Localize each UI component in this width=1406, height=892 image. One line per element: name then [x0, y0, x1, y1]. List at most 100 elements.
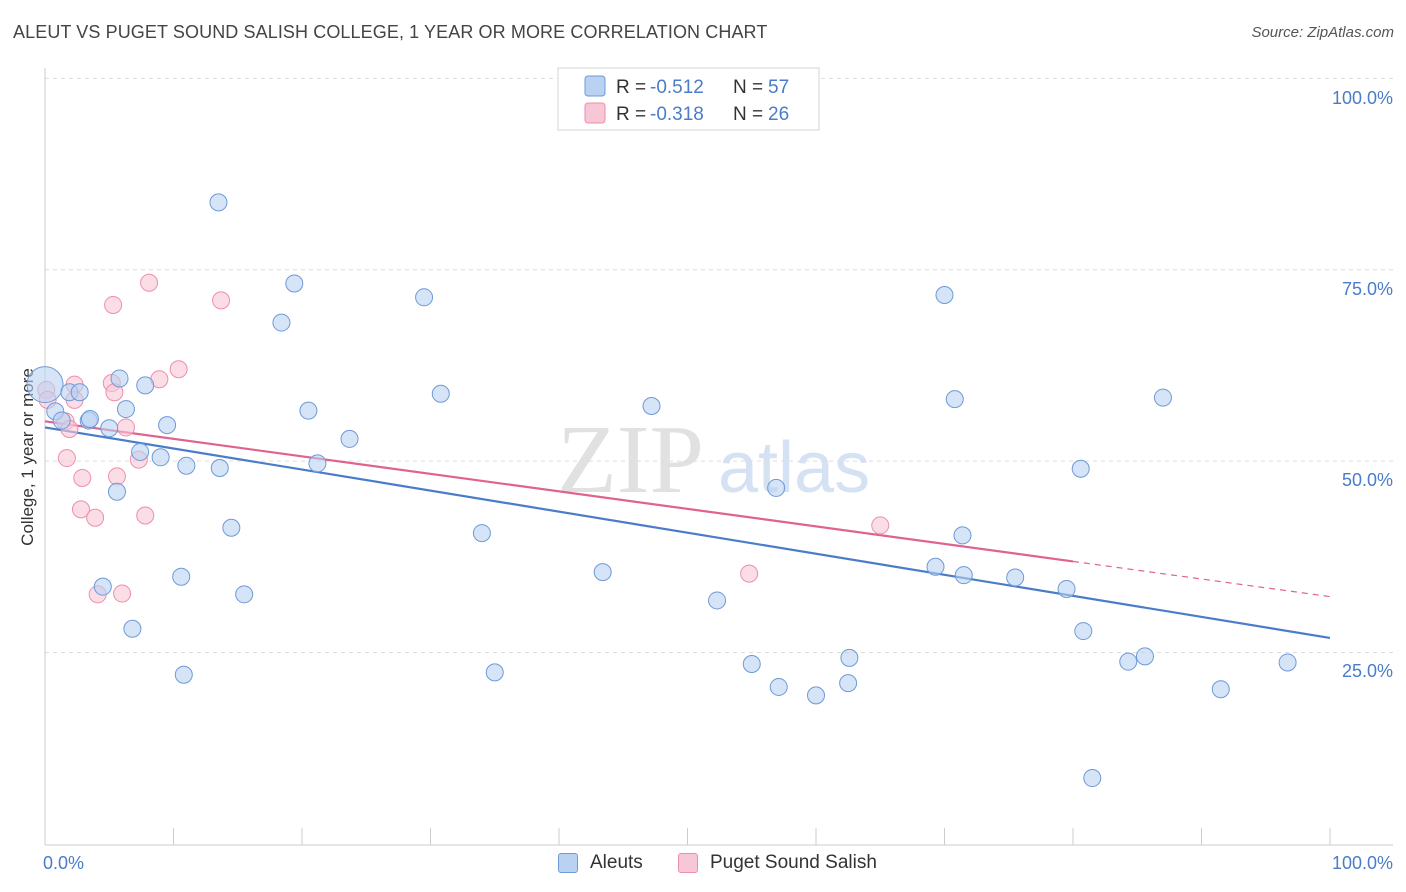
aleut-point-26 — [299, 401, 318, 420]
aleut-point-40 — [839, 674, 858, 693]
legend-r-label-puget: R = — [616, 104, 646, 125]
aleut-point-2 — [52, 411, 71, 430]
series-swatch-puget — [678, 853, 698, 873]
y-tick-label-100: 100.0% — [1332, 88, 1393, 108]
puget-trend-line — [44, 420, 1074, 563]
puget-trend-extension — [1072, 560, 1331, 598]
aleut-point-54 — [1153, 388, 1172, 407]
aleut-point-8 — [100, 419, 119, 438]
puget-point-8 — [71, 500, 90, 519]
series-swatch-aleuts — [558, 853, 578, 873]
aleut-point-52 — [1119, 652, 1138, 671]
aleut-point-46 — [954, 566, 973, 585]
x-tick-label-0: 0.0% — [43, 853, 84, 873]
series-legend-label-aleuts: Aleuts — [590, 852, 643, 873]
aleut-point-22 — [222, 518, 241, 537]
puget-point-22 — [212, 291, 231, 310]
puget-point-9 — [86, 508, 105, 527]
trend-lines — [44, 420, 1331, 640]
y-tick-label-50: 50.0% — [1342, 470, 1393, 490]
aleut-point-16 — [158, 416, 177, 435]
aleut-point-37 — [767, 478, 786, 497]
aleut-point-12 — [123, 619, 142, 638]
puget-point-23 — [740, 564, 759, 583]
data-points — [26, 193, 1297, 788]
aleut-point-48 — [1057, 579, 1076, 598]
aleut-point-0 — [26, 366, 64, 404]
aleut-point-42 — [926, 557, 945, 576]
aleut-point-4 — [70, 383, 89, 402]
aleut-point-14 — [136, 376, 155, 395]
aleut-point-43 — [935, 286, 954, 305]
puget-point-21 — [169, 360, 188, 379]
aleut-point-33 — [593, 563, 612, 582]
puget-point-19 — [140, 273, 159, 292]
aleut-point-24 — [272, 313, 291, 332]
y-tick-label-75: 75.0% — [1342, 279, 1393, 299]
aleut-point-17 — [172, 567, 191, 586]
aleut-point-13 — [131, 442, 150, 461]
aleut-point-11 — [116, 400, 135, 419]
series-legend-puget: Puget Sound Salish — [678, 852, 877, 874]
aleut-point-28 — [340, 429, 359, 448]
aleut-point-35 — [708, 591, 727, 610]
puget-point-14 — [107, 467, 126, 486]
aleut-point-44 — [945, 390, 964, 409]
aleut-point-23 — [235, 585, 254, 604]
aleut-point-19 — [177, 456, 196, 475]
chart-title: ALEUT VS PUGET SOUND SALISH COLLEGE, 1 Y… — [13, 22, 768, 42]
aleut-point-20 — [209, 193, 228, 212]
aleut-point-53 — [1135, 647, 1154, 666]
source-credit: Source: ZipAtlas.com — [1251, 24, 1394, 41]
aleut-point-21 — [210, 459, 229, 478]
puget-point-16 — [116, 418, 135, 437]
watermark-atlas: atlas — [718, 428, 870, 508]
aleut-point-32 — [485, 663, 504, 682]
legend-swatch-aleuts — [584, 75, 606, 97]
legend-r-value-puget: -0.318 — [650, 104, 704, 125]
aleut-point-18 — [174, 665, 193, 684]
legend-swatch-puget — [584, 102, 606, 124]
legend-r-value-aleuts: -0.512 — [650, 77, 704, 98]
aleut-point-25 — [285, 274, 304, 293]
legend-r-label-aleuts: R = — [616, 77, 646, 98]
series-legend: Aleuts Puget Sound Salish — [0, 852, 1406, 878]
aleut-point-55 — [1211, 680, 1230, 699]
aleut-point-41 — [840, 648, 859, 667]
aleut-point-27 — [308, 454, 327, 473]
puget-point-4 — [57, 449, 76, 468]
axes — [44, 68, 1393, 846]
aleut-point-39 — [807, 686, 825, 705]
legend-n-value-puget: 26 — [768, 104, 789, 125]
puget-point-15 — [113, 584, 132, 603]
aleut-point-10 — [110, 369, 129, 388]
aleut-point-9 — [107, 482, 126, 501]
series-legend-aleuts: Aleuts — [558, 852, 643, 874]
legend-n-value-aleuts: 57 — [768, 77, 789, 98]
aleut-point-45 — [953, 526, 972, 545]
legend-n-label-aleuts: N = — [733, 77, 763, 98]
puget-point-24 — [871, 516, 890, 535]
puget-point-13 — [104, 295, 123, 314]
puget-point-18 — [136, 506, 155, 525]
puget-point-7 — [73, 468, 92, 487]
x-tick-label-100: 100.0% — [1332, 853, 1393, 873]
y-tick-label-25: 25.0% — [1342, 661, 1393, 681]
aleut-point-29 — [415, 288, 434, 307]
aleut-point-15 — [151, 448, 170, 467]
aleut-point-6 — [80, 410, 99, 429]
aleut-point-31 — [472, 524, 491, 543]
aleut-point-47 — [1006, 568, 1025, 587]
aleut-point-50 — [1074, 622, 1093, 641]
gridlines — [45, 77, 1393, 653]
aleut-point-49 — [1071, 459, 1090, 478]
aleut-point-7 — [93, 577, 112, 596]
legend-n-label-puget: N = — [733, 104, 763, 125]
aleut-point-51 — [1083, 769, 1102, 788]
aleut-point-34 — [642, 397, 661, 416]
aleut-point-30 — [431, 384, 450, 403]
series-legend-label-puget: Puget Sound Salish — [710, 852, 877, 873]
stats-legend: R = -0.512 N = 57 R = -0.318 N = 26 — [557, 67, 820, 131]
watermark-zip: ZIP — [557, 406, 704, 514]
